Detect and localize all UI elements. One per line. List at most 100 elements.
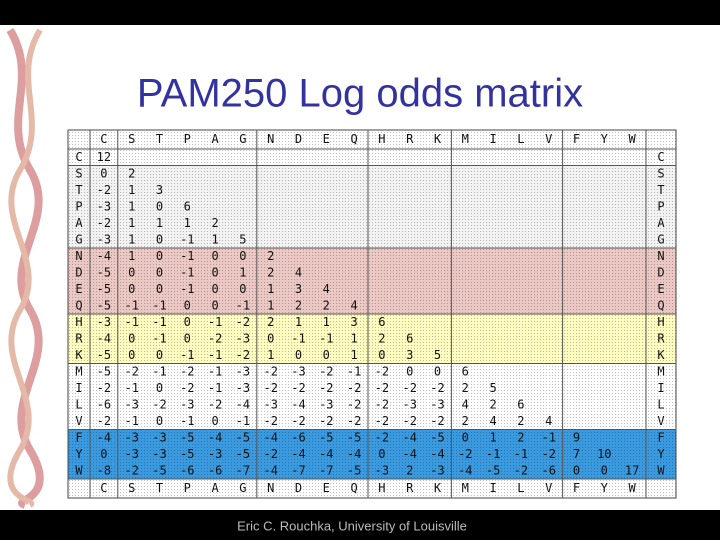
score-cell: -2: [180, 364, 194, 378]
score-cell: -5: [236, 447, 250, 461]
score-cell: 9: [573, 430, 580, 444]
score-cell: 2: [267, 265, 274, 279]
row-label-right: T: [657, 183, 664, 197]
row-label: H: [75, 315, 82, 329]
score-cell: -8: [97, 463, 111, 477]
score-cell: -5: [180, 447, 194, 461]
score-cell: 1: [211, 232, 218, 246]
score-cell: -1: [124, 298, 138, 312]
score-cell: -1: [208, 315, 222, 329]
score-cell: 6: [406, 331, 413, 345]
row-label: V: [75, 414, 82, 428]
column-header: V: [545, 132, 552, 146]
score-cell: 4: [489, 414, 496, 428]
score-cell: -1: [208, 364, 222, 378]
score-cell: -4: [236, 397, 250, 411]
score-cell: 1: [184, 216, 191, 230]
score-cell: 2: [211, 216, 218, 230]
score-cell: -1: [124, 381, 138, 395]
score-cell: -2: [375, 397, 389, 411]
score-cell: -2: [97, 414, 111, 428]
row-label: W: [75, 463, 83, 477]
dna-decoration: [6, 27, 44, 509]
score-cell: 1: [128, 232, 135, 246]
column-footer: S: [128, 481, 135, 495]
score-cell: -1: [180, 282, 194, 296]
score-cell: -1: [347, 364, 361, 378]
score-cell: 1: [267, 282, 274, 296]
score-cell: -6: [208, 463, 222, 477]
score-cell: -3: [236, 381, 250, 395]
score-cell: -6: [97, 397, 111, 411]
score-cell: -2: [402, 414, 416, 428]
score-cell: -6: [291, 430, 305, 444]
score-cell: 0: [239, 282, 246, 296]
score-cell: -5: [180, 430, 194, 444]
score-cell: -5: [347, 430, 361, 444]
column-footer: N: [267, 481, 274, 495]
row-label-right: G: [657, 232, 664, 246]
score-cell: 2: [489, 397, 496, 411]
score-cell: -1: [124, 315, 138, 329]
score-cell: -2: [347, 397, 361, 411]
column-header: R: [406, 132, 414, 146]
score-cell: -1: [180, 348, 194, 362]
column-footer: M: [462, 481, 469, 495]
score-cell: 0: [601, 463, 608, 477]
score-cell: -2: [430, 414, 444, 428]
score-cell: -1: [236, 298, 250, 312]
row-label: K: [75, 348, 83, 362]
score-cell: 2: [517, 430, 524, 444]
score-cell: -2: [375, 381, 389, 395]
score-cell: 0: [156, 282, 163, 296]
score-cell: 2: [462, 381, 469, 395]
footer: Eric C. Rouchka, University of Louisvill…: [237, 518, 467, 533]
score-cell: 0: [406, 364, 413, 378]
score-cell: -1: [180, 232, 194, 246]
score-cell: 0: [100, 447, 107, 461]
score-cell: -4: [291, 397, 305, 411]
score-cell: 0: [378, 348, 385, 362]
score-cell: -4: [97, 430, 111, 444]
score-cell: -1: [236, 414, 250, 428]
column-header: S: [128, 132, 135, 146]
score-cell: 5: [489, 381, 496, 395]
score-cell: 0: [184, 331, 191, 345]
score-cell: -2: [375, 364, 389, 378]
score-cell: -3: [236, 331, 250, 345]
score-cell: 1: [128, 199, 135, 213]
score-cell: -3: [180, 397, 194, 411]
score-cell: -2: [430, 381, 444, 395]
score-cell: -2: [236, 348, 250, 362]
row-label-right: W: [657, 463, 665, 477]
row-label-right: A: [657, 216, 665, 230]
score-cell: -2: [263, 381, 277, 395]
score-cell: -3: [97, 315, 111, 329]
row-label: S: [75, 166, 82, 180]
row-label: R: [75, 331, 83, 345]
score-cell: 0: [267, 331, 274, 345]
column-header: Y: [601, 132, 609, 146]
score-cell: -2: [208, 397, 222, 411]
column-header: A: [211, 132, 219, 146]
row-label-right: N: [657, 249, 664, 263]
score-cell: -2: [180, 381, 194, 395]
column-footer: D: [295, 481, 302, 495]
score-cell: -2: [319, 414, 333, 428]
score-cell: -5: [236, 430, 250, 444]
score-cell: 4: [545, 414, 552, 428]
score-cell: -3: [430, 463, 444, 477]
column-header: D: [295, 132, 302, 146]
score-cell: -3: [124, 397, 138, 411]
score-cell: -4: [263, 463, 277, 477]
score-cell: 3: [156, 183, 163, 197]
score-cell: 0: [184, 315, 191, 329]
score-cell: -5: [97, 364, 111, 378]
score-cell: -5: [486, 463, 500, 477]
score-cell: -3: [375, 463, 389, 477]
column-header: M: [462, 132, 469, 146]
score-cell: -2: [152, 397, 166, 411]
score-cell: -1: [541, 430, 555, 444]
score-cell: 0: [434, 364, 441, 378]
